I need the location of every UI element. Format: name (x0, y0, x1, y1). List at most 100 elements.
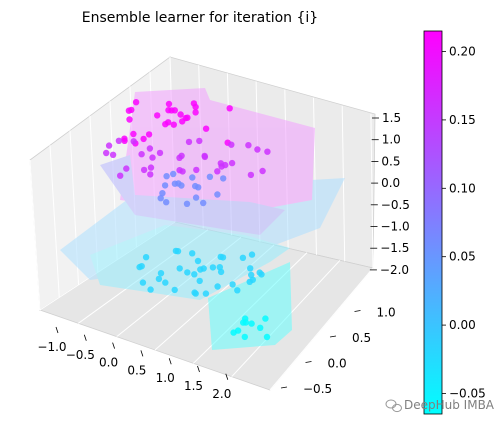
scatter-point (109, 151, 117, 158)
scatter-point (209, 264, 217, 271)
scatter-point (194, 257, 202, 265)
colorbar-tick-label: −0.05 (449, 386, 486, 400)
scatter-point (228, 141, 235, 148)
scatter-point (184, 114, 191, 121)
scatter-point (155, 275, 163, 283)
scatter-point (178, 182, 185, 189)
scatter-point (259, 167, 266, 175)
scatter-point (139, 279, 147, 286)
scatter-point (191, 271, 198, 278)
scatter-point (142, 254, 150, 261)
scatter-point (157, 270, 165, 277)
y-tick-label: −0.5 (303, 382, 332, 396)
scatter-point (248, 271, 255, 279)
colorbar-tick-label: 0.05 (449, 250, 476, 264)
scatter-point (154, 112, 161, 119)
scatter-point (262, 315, 269, 322)
scatter-point (171, 286, 178, 294)
x-tick (55, 326, 59, 334)
scatter-point (138, 151, 145, 158)
scatter-point (234, 287, 241, 294)
grid-line (29, 159, 41, 311)
z-tick-label: −2.0 (380, 263, 409, 277)
scatter-point (177, 111, 184, 118)
scatter-point (183, 200, 191, 207)
y-axis-ticks: −0.5 0.0 0.5 1.0 (280, 306, 396, 396)
colorbar-tick-label: 0.20 (449, 45, 476, 59)
scatter-point (240, 319, 247, 326)
scatter-point (192, 182, 199, 190)
scatter-point (163, 173, 170, 180)
scatter-point (149, 154, 156, 161)
z-tick-label: 1.5 (382, 111, 401, 125)
x-tick-label: −0.5 (66, 348, 95, 362)
watermark: DeepHub IMBA (385, 398, 495, 413)
y-tick-label: 0.5 (352, 331, 371, 345)
x-tick-label: 0.0 (99, 356, 118, 370)
scatter-point (117, 172, 124, 179)
scatter-point (193, 166, 200, 174)
scatter-point (126, 116, 133, 123)
y-tick (329, 335, 337, 338)
scatter-point (121, 137, 128, 144)
x-tick (140, 350, 144, 357)
scatter-point (128, 106, 135, 114)
grid-line (269, 267, 374, 391)
z-tick-label: −1.0 (381, 220, 410, 234)
x-tick-label: 2.0 (212, 387, 231, 401)
scatter-point (228, 159, 236, 167)
scatter-point (170, 121, 177, 128)
scatter-point (162, 279, 169, 286)
colorbar-tick-label: 0.15 (449, 113, 476, 127)
scatter-point (105, 142, 113, 149)
y-tick-label: 0.0 (328, 357, 347, 371)
scatter-point (165, 100, 173, 108)
scatter-point (171, 180, 179, 187)
scatter-point (162, 121, 169, 128)
scatter-point (216, 264, 223, 271)
scatter-point (179, 168, 186, 175)
z-tick-label: 0.0 (381, 176, 400, 190)
scatter-point (159, 190, 166, 197)
scatter-point (247, 265, 254, 272)
x-axis-ticks: −1.0−0.5 0.0 0.5 1.0 1.5 2.0 (37, 326, 231, 401)
scatter-point (179, 118, 186, 125)
surface-middle-block (100, 155, 285, 235)
scatter-point (192, 103, 199, 111)
scatter-point (185, 138, 193, 146)
scatter-point (140, 166, 148, 174)
grid-line (370, 113, 374, 269)
z-tick-label: −1.5 (380, 241, 409, 255)
scatter-point (229, 281, 236, 288)
scatter-point (145, 131, 153, 138)
scatter-point (206, 173, 214, 180)
colorbar-tick-label: 0.00 (449, 318, 476, 332)
scatter-point (254, 146, 261, 153)
surface-bottom-pit (208, 262, 292, 350)
scatter-point (176, 265, 183, 272)
scatter-point (189, 174, 196, 181)
scatter-point (241, 333, 248, 341)
scatter-point (146, 145, 154, 152)
scatter-point (248, 320, 255, 327)
colorbar-gradient (423, 30, 443, 415)
x-tick (168, 358, 172, 365)
scatter-point (136, 263, 143, 271)
z-tick-label: 1.0 (382, 133, 401, 147)
scatter-point (170, 170, 177, 178)
scatter-point (174, 248, 182, 255)
scatter-point (248, 251, 256, 258)
x-tick (225, 373, 229, 380)
scatter-point (147, 286, 154, 293)
scatter-point (192, 109, 199, 116)
scatter-point (140, 135, 147, 143)
scatter-point (257, 324, 264, 331)
scatter-point (192, 290, 199, 297)
grid-line (341, 105, 346, 262)
x-tick (197, 365, 200, 373)
chart-title: Ensemble learner for iteration {i} (82, 10, 318, 26)
y-tick (280, 386, 288, 389)
scatter-point (226, 105, 233, 112)
scatter-point (220, 175, 227, 182)
